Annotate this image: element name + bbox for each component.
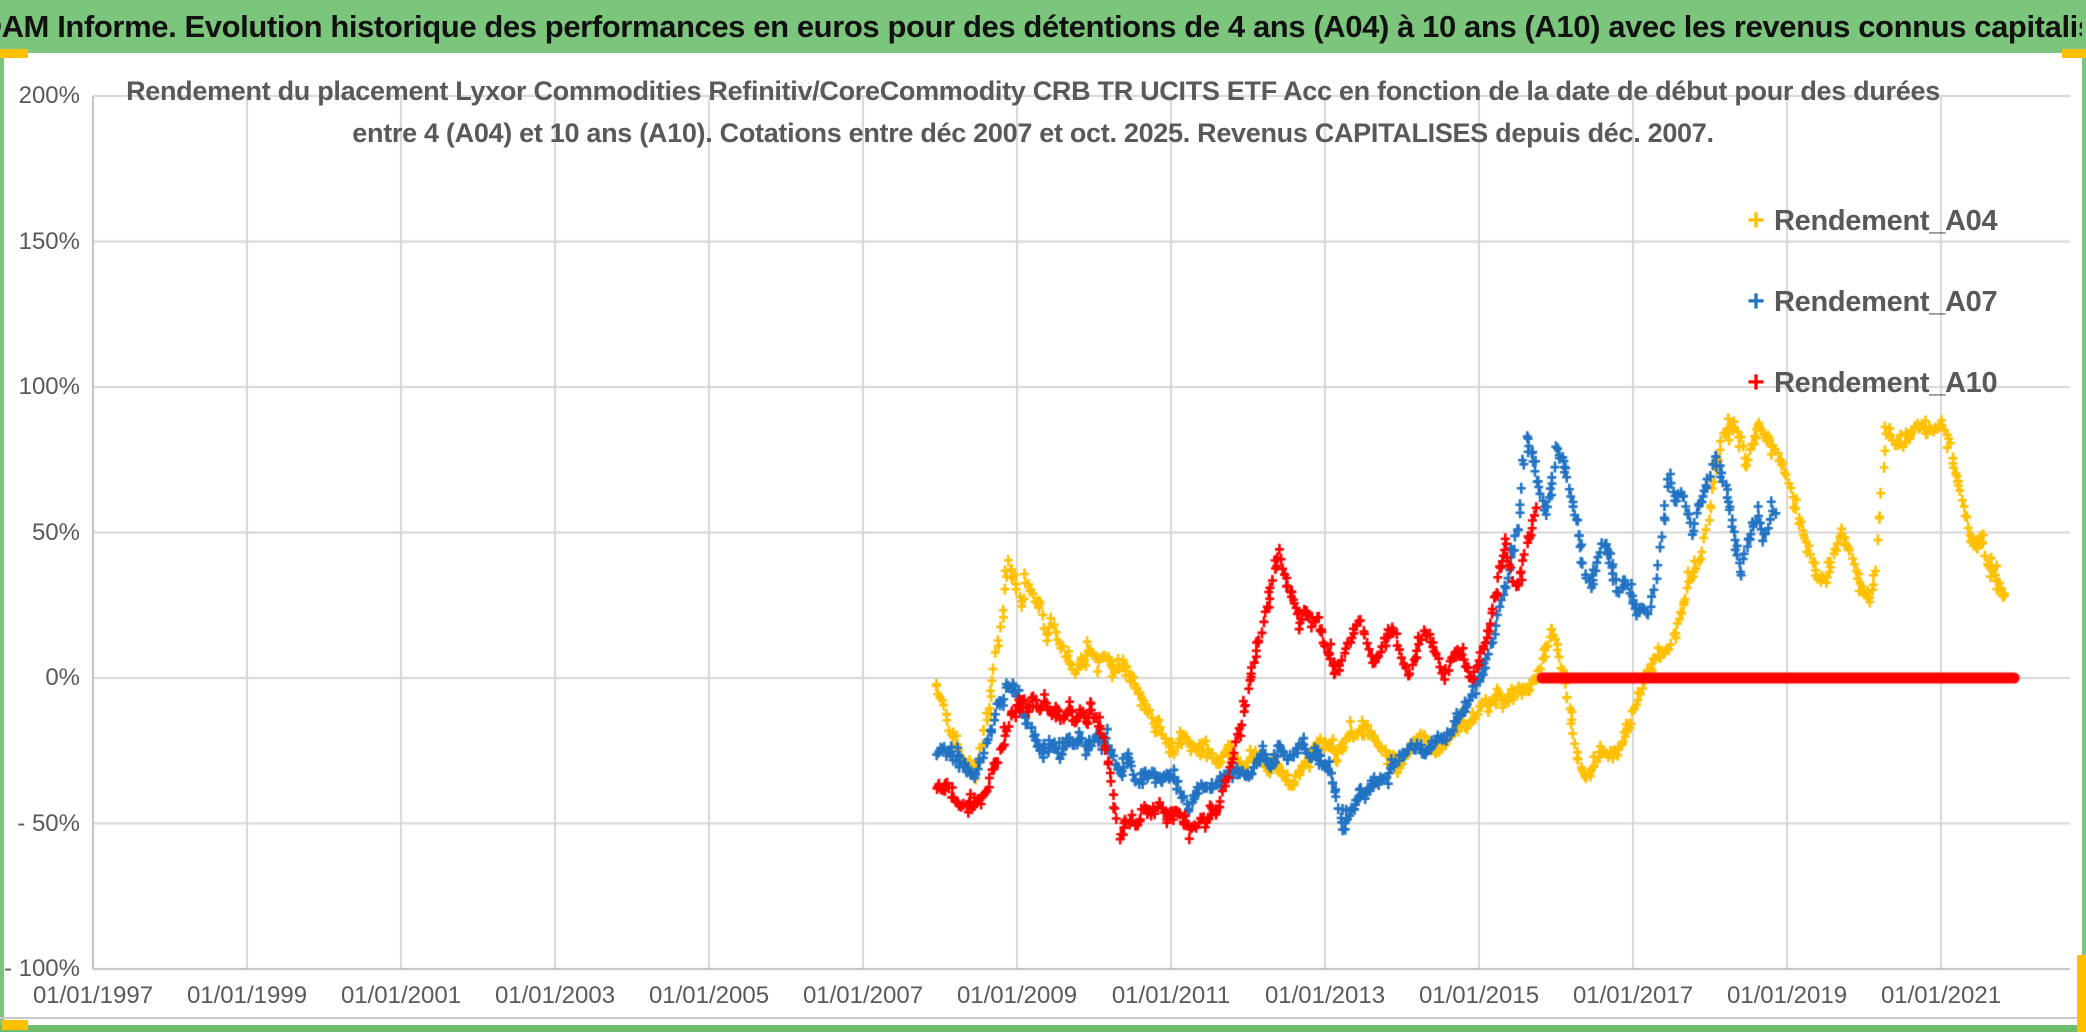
y-axis-tick-label: - 50% — [17, 809, 80, 837]
x-axis-tick-label: 01/01/2019 — [1726, 982, 1848, 1009]
legend-item-a10[interactable]: + Rendement_A10 — [1738, 352, 1997, 414]
legend-item-a07[interactable]: + Rendement_A07 — [1738, 271, 1997, 333]
x-axis-tick-label: 01/01/1997 — [32, 982, 154, 1009]
x-axis-tick-label: 01/01/2007 — [802, 982, 924, 1009]
chart-title: Rendement du placement Lyxor Commodities… — [93, 70, 1973, 154]
plus-marker-icon: + — [1747, 285, 1765, 318]
x-axis-tick-label: 01/01/2003 — [494, 982, 616, 1009]
chart-title-line2: entre 4 (A04) et 10 ans (A10). Cotations… — [352, 118, 1714, 148]
x-axis-tick-label: 01/01/2017 — [1572, 982, 1694, 1009]
x-axis-tick-label: 01/01/2011 — [1111, 982, 1231, 1009]
legend-label: Rendement_A10 — [1774, 366, 1998, 399]
border-right — [2082, 0, 2086, 1032]
y-axis-tick-label: 200% — [18, 82, 80, 109]
x-axis-tick-label: 01/01/2001 — [340, 982, 462, 1009]
y-axis-tick-label: - 100% — [3, 955, 80, 982]
legend-label: Rendement_A07 — [1774, 285, 1998, 318]
border-left — [0, 53, 4, 1032]
corner-accent-top-left — [0, 49, 28, 58]
corner-accent-top-right — [2062, 49, 2086, 58]
plus-marker-icon: + — [1747, 366, 1765, 399]
legend-item-a04[interactable]: + Rendement_A04 — [1738, 190, 1997, 252]
y-axis-tick-label: 50% — [31, 518, 80, 546]
chart-title-line1: Rendement du placement Lyxor Commodities… — [126, 76, 1940, 106]
x-axis-tick-label: 01/01/2013 — [1264, 982, 1386, 1009]
x-axis-tick-label: 01/01/2005 — [648, 982, 770, 1009]
y-axis-tick-label: 0% — [45, 664, 80, 691]
plus-marker-icon: + — [1747, 204, 1765, 237]
x-axis-tick-label: 01/01/1999 — [186, 982, 308, 1009]
x-axis-tick-label: 01/01/2009 — [956, 982, 1078, 1009]
border-bottom-line — [0, 1017, 2086, 1019]
y-axis-tick-label: 100% — [18, 373, 80, 400]
chart-legend: + Rendement_A04 + Rendement_A07 + Rendem… — [1738, 190, 1997, 433]
y-axis-tick-label: 150% — [18, 227, 80, 255]
legend-label: Rendement_A04 — [1774, 204, 1998, 237]
corner-accent-bottom-left — [2, 1020, 28, 1030]
edge-accent-bottom-right — [2077, 955, 2086, 1032]
x-axis-tick-label: 01/01/2021 — [1880, 982, 2002, 1009]
border-bottom — [0, 1025, 2086, 1032]
x-axis-tick-label: 01/01/2015 — [1418, 982, 1540, 1009]
